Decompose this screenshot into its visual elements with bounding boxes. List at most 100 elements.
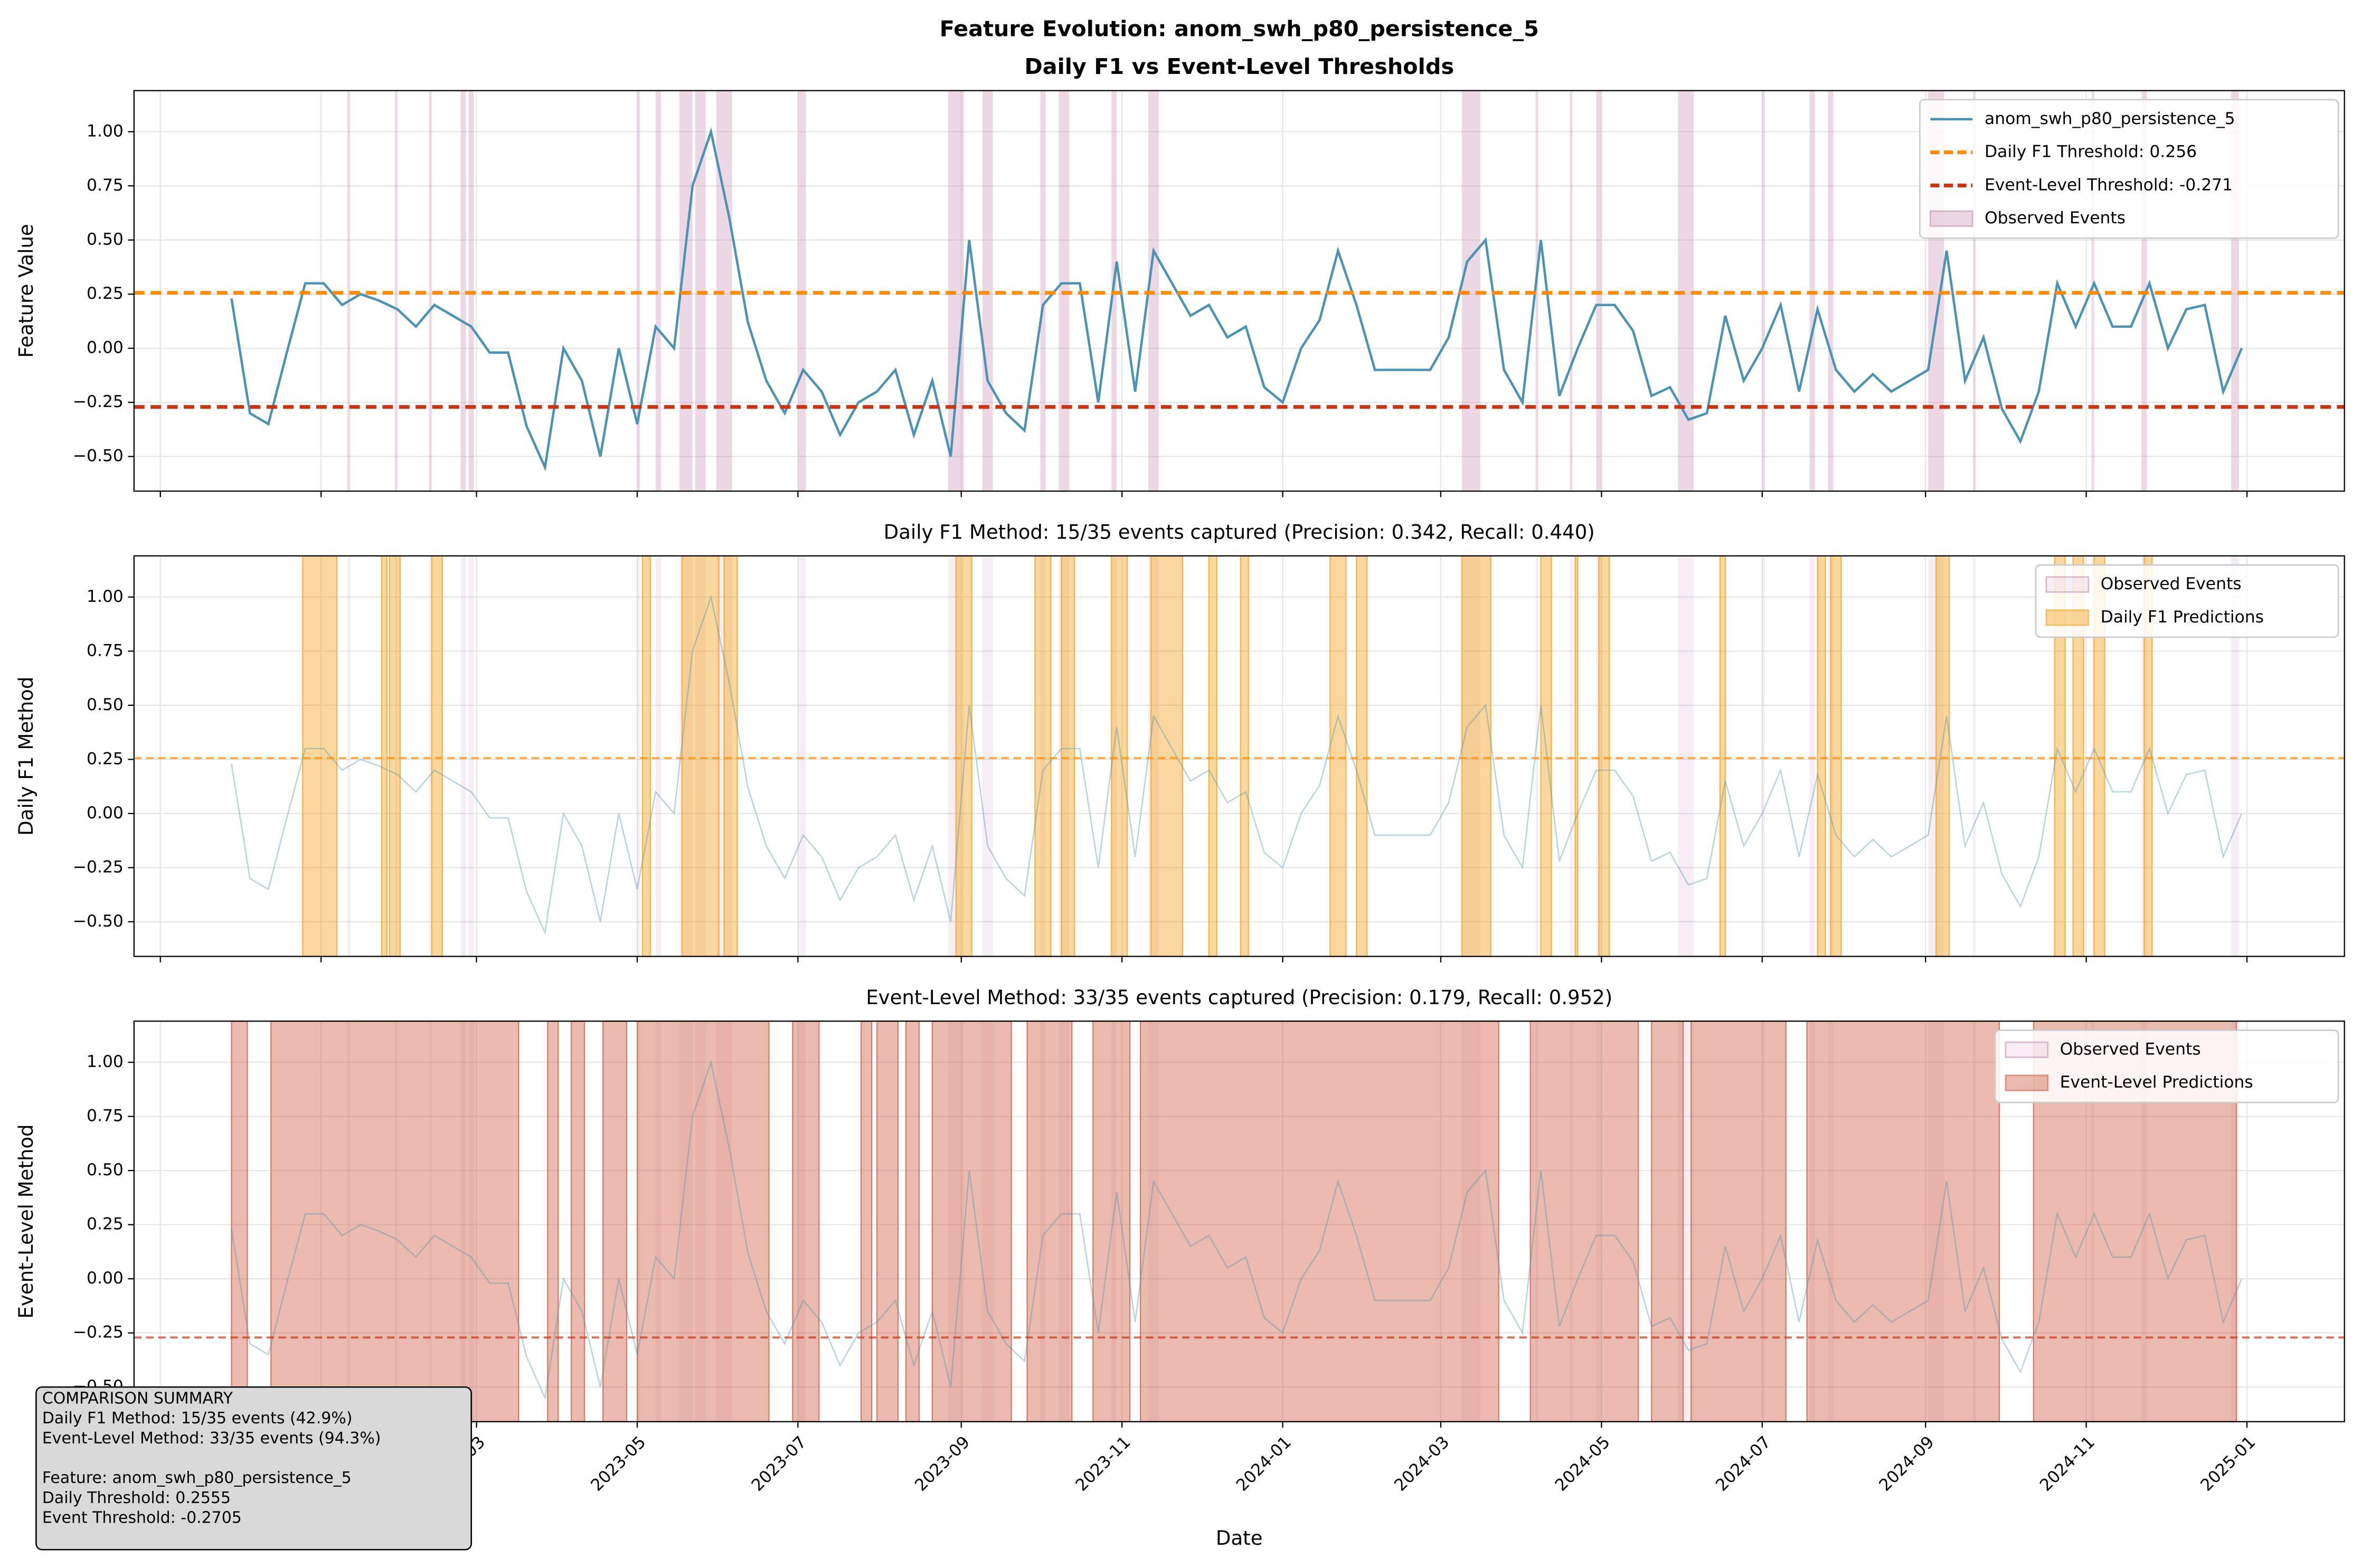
event-span [637,1021,640,1422]
event-span [1570,555,1573,957]
y-tick-label: −0.25 [73,857,124,876]
x-tick-label: 2023-11 [1072,1433,1134,1495]
event-span [1809,90,1815,492]
event-span [468,90,474,492]
event-span [2141,1021,2147,1422]
legend-swatch [2005,1041,2049,1059]
event-span [1535,1021,1538,1422]
event-span [798,555,806,957]
summary-line: Event-Level Method: 33/35 events (94.3%) [42,1429,381,1448]
event-span [1928,1021,1944,1422]
event-span [876,1021,899,1422]
axes-frame [133,90,2345,492]
y-tick-label: 0.00 [87,338,124,357]
event-span [792,1021,820,1422]
event-span [695,90,706,492]
event-span [468,555,474,957]
event-span [931,1021,1012,1422]
legend-label: Observed Events [2101,574,2242,593]
legend-box [1994,1029,2339,1103]
event-span [302,555,338,957]
event-span [1111,555,1117,957]
event-span [1690,1021,1787,1422]
event-span [637,90,640,492]
event-span [723,555,738,957]
y-axis-label: Daily F1 Method [15,677,37,836]
x-tick-label: 2023-09 [911,1433,974,1495]
event-span [716,90,732,492]
event-span [1598,555,1610,957]
event-span [460,90,466,492]
feature-line [231,1060,2243,1401]
y-tick-label: −0.25 [73,1323,124,1342]
summary-line: Feature: anom_swh_p80_persistence_5 [42,1469,352,1487]
event-span [431,555,443,957]
event-span [468,1021,474,1422]
summary-line: Event Threshold: -0.2705 [42,1508,242,1527]
event-span [429,90,432,492]
event-span [1150,555,1184,957]
legend-swatch [1929,210,1973,227]
event-span [679,1021,693,1422]
event-span [429,1021,432,1422]
event-span [2231,1021,2240,1422]
event-span [1529,1021,1639,1422]
event-span [1830,555,1842,957]
event-span [716,1021,732,1422]
x-axis-label: Date [1216,1527,1263,1550]
event-span [1026,1021,1073,1422]
summary-line: Daily F1 Method: 15/35 events (42.9%) [42,1409,353,1428]
event-span [1678,555,1694,957]
y-tick-label: −0.50 [73,447,124,466]
event-span [1111,1021,1117,1422]
event-span [270,1021,520,1422]
event-span [637,555,640,957]
event-span [948,1021,964,1422]
legend-label: Event-Level Threshold: -0.271 [1985,175,2233,194]
event-span [1596,1021,1602,1422]
legend-box [2035,564,2339,638]
y-tick-label: 1.00 [87,587,124,606]
event-span [347,1021,351,1422]
event-span [1762,555,1765,957]
event-span [1540,555,1552,957]
y-tick-label: −0.25 [73,392,124,411]
event-span [547,1021,559,1422]
y-tick-label: 1.00 [87,122,124,141]
event-span [1973,90,1976,492]
event-span [1059,1021,1070,1422]
chart-title: Daily F1 vs Event-Level Thresholds [1024,54,1454,79]
x-tick-label: 2024-01 [1233,1433,1295,1495]
event-span [347,90,351,492]
legend-label: Daily F1 Threshold: 0.256 [1985,143,2197,162]
feature-line [231,594,2243,935]
event-span [695,555,706,957]
y-axis-label: Feature Value [15,224,37,358]
legend-label: Event-Level Predictions [2060,1073,2253,1092]
event-span [1092,1021,1131,1422]
event-span [982,555,993,957]
y-tick-label: 0.25 [87,1215,124,1234]
chart-title: Feature Evolution: anom_swh_p80_persiste… [940,16,1539,42]
event-span [655,555,661,957]
event-span [1461,1021,1480,1422]
x-tick-label: 2023-07 [748,1433,810,1495]
y-tick-label: 1.00 [87,1052,124,1071]
event-span [982,1021,993,1422]
event-span [681,555,720,957]
event-span [1461,555,1480,957]
summary-box [35,1386,472,1551]
summary-line: COMPARISON SUMMARY [42,1390,233,1408]
legend-swatch [2005,1074,2049,1091]
event-span [1809,1021,1815,1422]
panel-title: Event-Level Method: 33/35 events capture… [866,986,1612,1009]
y-tick-label: 0.25 [87,749,124,768]
event-span [1040,555,1046,957]
x-tick-label: 2024-03 [1391,1433,1453,1495]
event-span [636,1021,770,1422]
y-tick-label: 0.00 [87,804,124,823]
event-span [394,90,398,492]
axes-frame [133,555,2345,957]
event-span [394,555,398,957]
